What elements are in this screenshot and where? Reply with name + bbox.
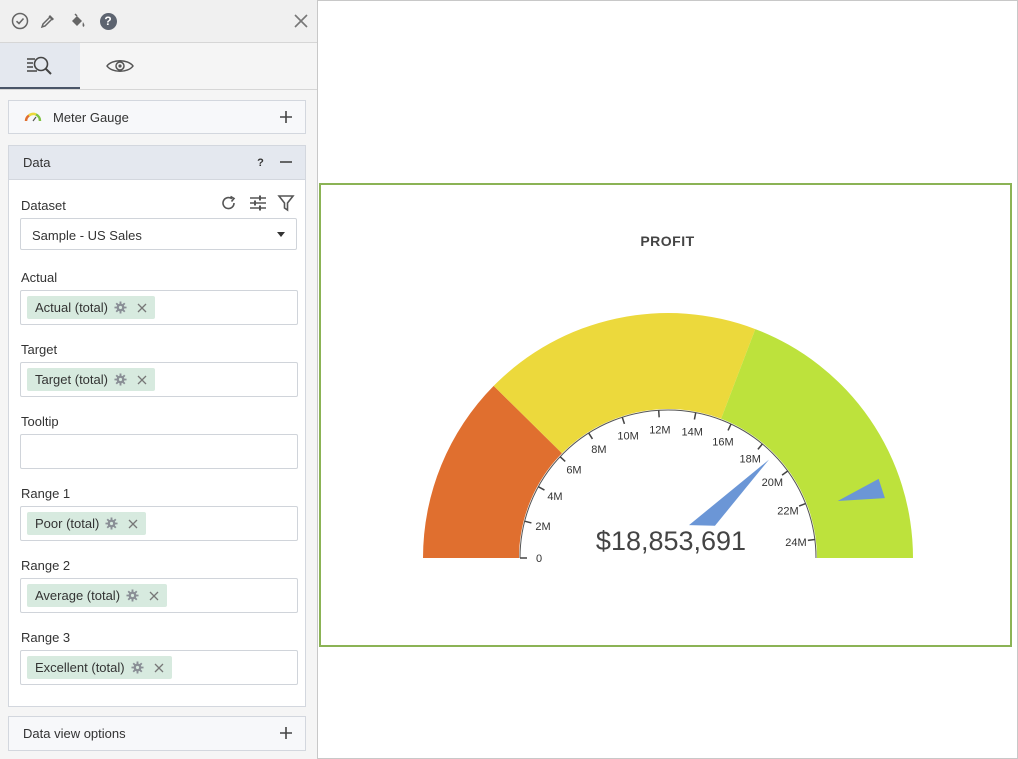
gauge-tick [537, 486, 545, 491]
target-chip[interactable]: Target (total) [27, 368, 155, 391]
gauge-tick-label: 14M [681, 426, 702, 438]
gauge-band-excellent[interactable] [721, 329, 913, 558]
actual-chip-label: Actual (total) [35, 300, 108, 315]
range3-chip-label: Excellent (total) [35, 660, 125, 675]
gauge-tick [798, 502, 806, 507]
gauge-tick [559, 456, 566, 463]
panel-tabs [0, 43, 317, 90]
meter-gauge-icon [24, 112, 42, 122]
range3-chip[interactable]: Excellent (total) [27, 656, 172, 679]
gauge-tick-label: 18M [740, 454, 761, 466]
gear-icon[interactable] [105, 517, 118, 530]
gear-icon[interactable] [114, 301, 127, 314]
paint-bucket-icon[interactable] [68, 11, 88, 31]
gauge-needle [688, 459, 769, 526]
gauge-band-poor[interactable] [423, 385, 562, 558]
remove-icon[interactable] [128, 519, 138, 529]
check-circle-icon[interactable] [10, 11, 30, 31]
panel-toolbar: ? [0, 0, 317, 43]
range2-label: Range 2 [21, 558, 71, 573]
gauge-tick-label: 2M [535, 521, 550, 533]
gauge-tick-label: 6M [566, 465, 581, 477]
data-help-icon[interactable]: ? [253, 155, 268, 170]
remove-icon[interactable] [137, 303, 147, 313]
range2-chip[interactable]: Average (total) [27, 584, 168, 607]
gauge-tick [781, 470, 789, 476]
collapse-icon[interactable] [277, 153, 295, 171]
remove-icon[interactable] [154, 663, 164, 673]
data-view-options-label: Data view options [23, 726, 126, 741]
range1-chip-label: Poor (total) [35, 516, 100, 531]
range2-field[interactable]: Average (total) [20, 578, 298, 613]
gauge-tick [621, 417, 626, 425]
eyedropper-icon[interactable] [38, 11, 58, 31]
gear-icon[interactable] [126, 589, 139, 602]
data-view-options-section[interactable]: Data view options [8, 716, 306, 751]
chart-title: PROFIT [640, 233, 695, 249]
remove-icon[interactable] [149, 591, 159, 601]
gauge-value-label: $18,853,691 [596, 526, 746, 556]
tab-view[interactable] [80, 43, 160, 89]
gauge-tick-label: 10M [617, 430, 638, 442]
widget-type-section[interactable]: Meter Gauge [8, 100, 306, 134]
help-icon[interactable]: ? [98, 11, 118, 31]
gauge-band-average[interactable] [493, 313, 756, 454]
range1-field[interactable]: Poor (total) [20, 506, 298, 541]
tooltip-field[interactable] [20, 434, 298, 469]
gauge-tick-label: 22M [777, 506, 798, 518]
gauge-tick-label: 24M [785, 537, 806, 549]
gauge-tick [693, 412, 697, 420]
range1-chip[interactable]: Poor (total) [27, 512, 147, 535]
gauge-target-marker [837, 478, 885, 501]
filter-icon[interactable] [277, 194, 295, 212]
gauge-tick-label: 16M [712, 436, 733, 448]
gauge-tick-label: 0 [536, 553, 542, 565]
gauge-tick-label: 20M [762, 477, 783, 489]
refresh-icon[interactable] [220, 194, 238, 212]
range3-label: Range 3 [21, 630, 71, 645]
actual-chip[interactable]: Actual (total) [27, 296, 155, 319]
gear-icon[interactable] [114, 373, 127, 386]
gear-icon[interactable] [131, 661, 144, 674]
dataset-value: Sample - US Sales [32, 228, 142, 243]
gauge-tick [727, 423, 732, 431]
editor-panel: ? Meter Gauge [0, 0, 318, 759]
gauge-tick [757, 443, 763, 450]
expand-icon[interactable] [277, 724, 295, 742]
tab-data[interactable] [0, 43, 80, 89]
gauge-tick-label: 4M [547, 491, 562, 503]
actual-field[interactable]: Actual (total) [20, 290, 298, 325]
range1-label: Range 1 [21, 486, 71, 501]
target-field[interactable]: Target (total) [20, 362, 298, 397]
range2-chip-label: Average (total) [35, 588, 121, 603]
gauge-scale-arc [519, 409, 817, 559]
gauge-tick [524, 520, 532, 524]
data-section-body: Dataset Sample - US Sales Actual Actual … [8, 180, 306, 707]
expand-icon[interactable] [277, 108, 295, 126]
dataset-label: Dataset [21, 198, 66, 213]
actual-label: Actual [21, 270, 58, 285]
target-chip-label: Target (total) [35, 372, 108, 387]
eye-icon [106, 60, 134, 72]
data-section-header[interactable]: Data ? [8, 145, 306, 180]
range3-field[interactable]: Excellent (total) [20, 650, 298, 685]
dataset-select[interactable]: Sample - US Sales [20, 218, 297, 250]
gauge-tick-label: 8M [591, 444, 606, 456]
remove-icon[interactable] [137, 375, 147, 385]
target-label: Target [21, 342, 58, 357]
data-section-label: Data [23, 155, 51, 170]
chevron-down-icon [277, 232, 285, 237]
gauge-tick [588, 432, 594, 440]
widget-type-label: Meter Gauge [53, 109, 129, 125]
gauge-chart-container[interactable]: PROFIT 0 2M 4M 6M 8M 10M 12M 14M 16M 18M 20M 22M 24M… [319, 183, 1012, 647]
data-search-icon [27, 56, 52, 75]
close-icon[interactable] [291, 11, 311, 31]
sliders-icon[interactable] [249, 194, 267, 212]
tooltip-label: Tooltip [21, 414, 59, 429]
help-label: ? [99, 12, 117, 30]
gauge-tick [807, 538, 815, 542]
gauge-tick-label: 12M [649, 424, 670, 436]
